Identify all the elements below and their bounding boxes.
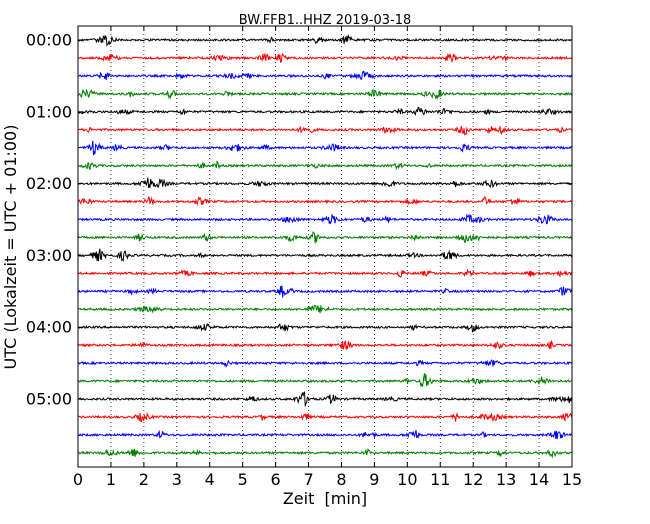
y-tick-label: 00:00 — [26, 31, 72, 50]
y-axis: 00:00 01:00 02:00 03:00 04:00 05:00 — [26, 31, 572, 409]
chart-title: BW.FFB1..HHZ 2019-03-18 — [239, 13, 412, 28]
trace-line-14 — [77, 268, 573, 278]
trace-line-21 — [77, 391, 573, 407]
trace-line-11 — [77, 213, 573, 225]
x-tick-label: 1 — [106, 470, 116, 489]
x-tick-label: 12 — [463, 470, 483, 489]
trace-line-7 — [77, 140, 573, 156]
trace-line-23 — [77, 429, 573, 440]
y-axis-label: UTC (Lokalzeit = UTC + 01:00) — [1, 125, 20, 370]
x-tick-label: 8 — [336, 470, 346, 489]
y-tick-label: 03:00 — [26, 246, 72, 265]
y-tick-label: 05:00 — [26, 390, 72, 409]
x-tick-label: 5 — [238, 470, 248, 489]
trace-line-4 — [77, 88, 573, 101]
x-tick-label: 6 — [271, 470, 281, 489]
trace-line-10 — [77, 196, 573, 207]
trace-line-15 — [77, 285, 573, 298]
trace-line-12 — [77, 231, 573, 244]
trace-line-8 — [77, 160, 573, 171]
trace-line-3 — [77, 70, 573, 80]
trace-line-24 — [77, 447, 573, 459]
x-tick-label: 10 — [397, 470, 417, 489]
trace-line-17 — [77, 322, 573, 333]
x-tick-label: 15 — [562, 470, 582, 489]
trace-line-20 — [77, 373, 573, 387]
trace-line-22 — [77, 411, 573, 423]
x-tick-label: 11 — [430, 470, 450, 489]
trace-line-5 — [77, 106, 573, 116]
x-tick-label: 3 — [172, 470, 182, 489]
y-tick-label: 01:00 — [26, 102, 72, 121]
trace-group — [77, 34, 573, 459]
trace-line-19 — [77, 359, 573, 368]
y-tick-label: 02:00 — [26, 174, 72, 193]
x-tick-label: 9 — [369, 470, 379, 489]
x-tick-label: 14 — [529, 470, 549, 489]
plot-frame — [77, 25, 573, 468]
x-axis: 0 1 2 3 4 5 6 7 8 9 10 11 12 13 14 15 — [73, 26, 582, 489]
x-tick-label: 7 — [303, 470, 313, 489]
trace-line-13 — [77, 248, 573, 263]
y-tick-label: 04:00 — [26, 318, 72, 337]
trace-line-1 — [77, 34, 573, 47]
x-tick-label: 4 — [205, 470, 215, 489]
x-tick-label: 2 — [139, 470, 149, 489]
vertical-gridlines — [110, 26, 540, 467]
trace-line-18 — [77, 339, 573, 350]
x-axis-label: Zeit [min] — [283, 489, 367, 508]
trace-line-16 — [77, 304, 573, 314]
trace-line-9 — [77, 177, 573, 189]
x-tick-label: 0 — [73, 470, 83, 489]
trace-line-2 — [77, 52, 573, 64]
trace-line-6 — [77, 124, 573, 136]
x-tick-label: 13 — [496, 470, 516, 489]
